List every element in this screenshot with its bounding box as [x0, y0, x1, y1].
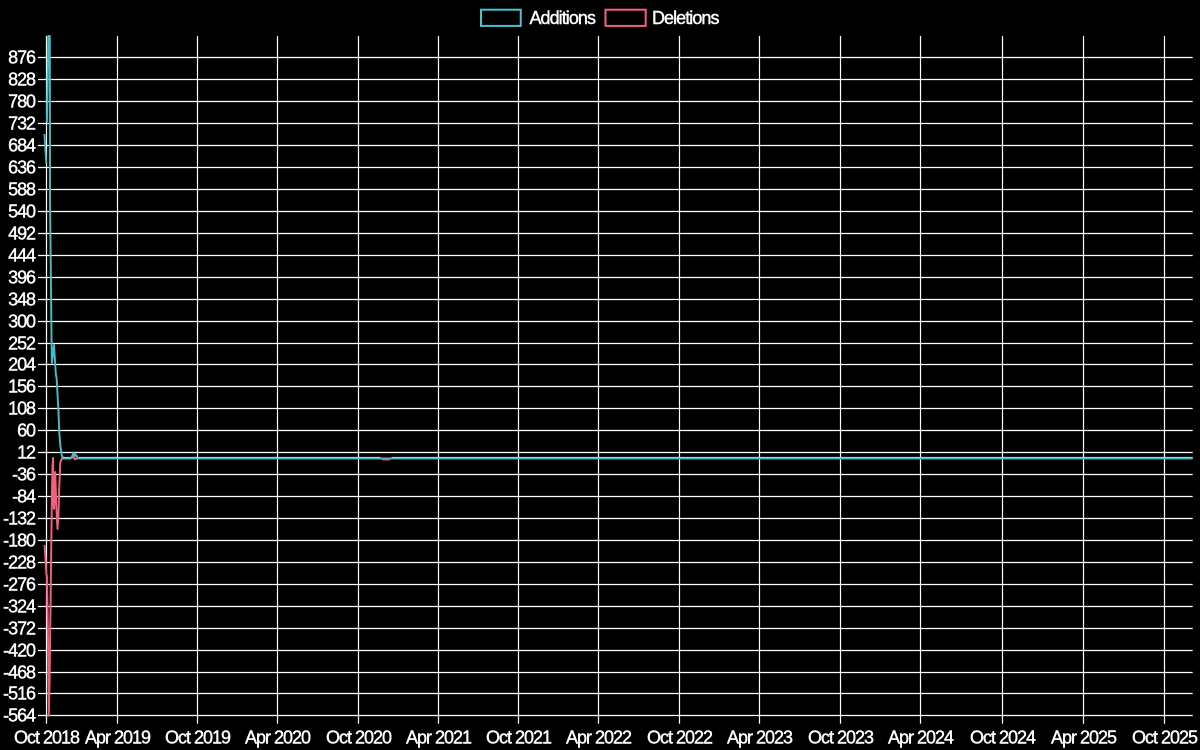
svg-text:Oct 2022: Oct 2022 — [647, 728, 713, 748]
svg-text:-276: -276 — [3, 575, 36, 595]
svg-text:-132: -132 — [3, 509, 36, 529]
svg-text:Apr 2024: Apr 2024 — [888, 728, 954, 748]
svg-text:-36: -36 — [12, 465, 36, 485]
svg-text:-516: -516 — [3, 684, 36, 704]
svg-text:Oct 2019: Oct 2019 — [165, 728, 231, 748]
svg-text:Apr 2019: Apr 2019 — [85, 728, 151, 748]
svg-text:828: 828 — [8, 70, 36, 90]
svg-text:444: 444 — [8, 246, 36, 266]
svg-text:Apr 2021: Apr 2021 — [406, 728, 472, 748]
svg-text:588: 588 — [8, 180, 36, 200]
svg-text:396: 396 — [8, 268, 36, 288]
svg-text:Apr 2023: Apr 2023 — [727, 728, 793, 748]
svg-text:252: 252 — [8, 334, 36, 354]
svg-text:492: 492 — [8, 224, 36, 244]
svg-text:108: 108 — [8, 399, 36, 419]
svg-text:636: 636 — [8, 158, 36, 178]
svg-text:780: 780 — [8, 92, 36, 112]
svg-text:Apr 2022: Apr 2022 — [566, 728, 632, 748]
svg-text:348: 348 — [8, 290, 36, 310]
svg-text:Oct 2021: Oct 2021 — [486, 728, 552, 748]
svg-text:540: 540 — [8, 202, 36, 222]
svg-text:684: 684 — [8, 136, 36, 156]
svg-text:Deletions: Deletions — [652, 8, 719, 28]
svg-text:-420: -420 — [3, 641, 36, 661]
svg-text:Oct 2023: Oct 2023 — [808, 728, 874, 748]
svg-text:300: 300 — [8, 312, 36, 332]
svg-text:Oct 2025: Oct 2025 — [1132, 728, 1198, 748]
svg-text:-564: -564 — [3, 706, 36, 726]
svg-text:156: 156 — [8, 377, 36, 397]
svg-text:-468: -468 — [3, 663, 36, 683]
svg-text:204: 204 — [8, 355, 36, 375]
svg-text:12: 12 — [17, 443, 36, 463]
svg-text:Oct 2018: Oct 2018 — [14, 728, 80, 748]
svg-text:Apr 2025: Apr 2025 — [1051, 728, 1117, 748]
svg-text:Apr 2020: Apr 2020 — [245, 728, 311, 748]
svg-text:-372: -372 — [3, 619, 36, 639]
svg-text:-84: -84 — [12, 487, 36, 507]
svg-text:Oct 2024: Oct 2024 — [970, 728, 1036, 748]
svg-text:876: 876 — [8, 48, 36, 68]
svg-text:-324: -324 — [3, 597, 36, 617]
svg-text:732: 732 — [8, 114, 36, 134]
svg-text:Additions: Additions — [530, 8, 596, 28]
svg-text:-228: -228 — [3, 553, 36, 573]
svg-text:Oct 2020: Oct 2020 — [326, 728, 392, 748]
svg-text:-180: -180 — [3, 531, 36, 551]
svg-text:60: 60 — [17, 421, 36, 441]
